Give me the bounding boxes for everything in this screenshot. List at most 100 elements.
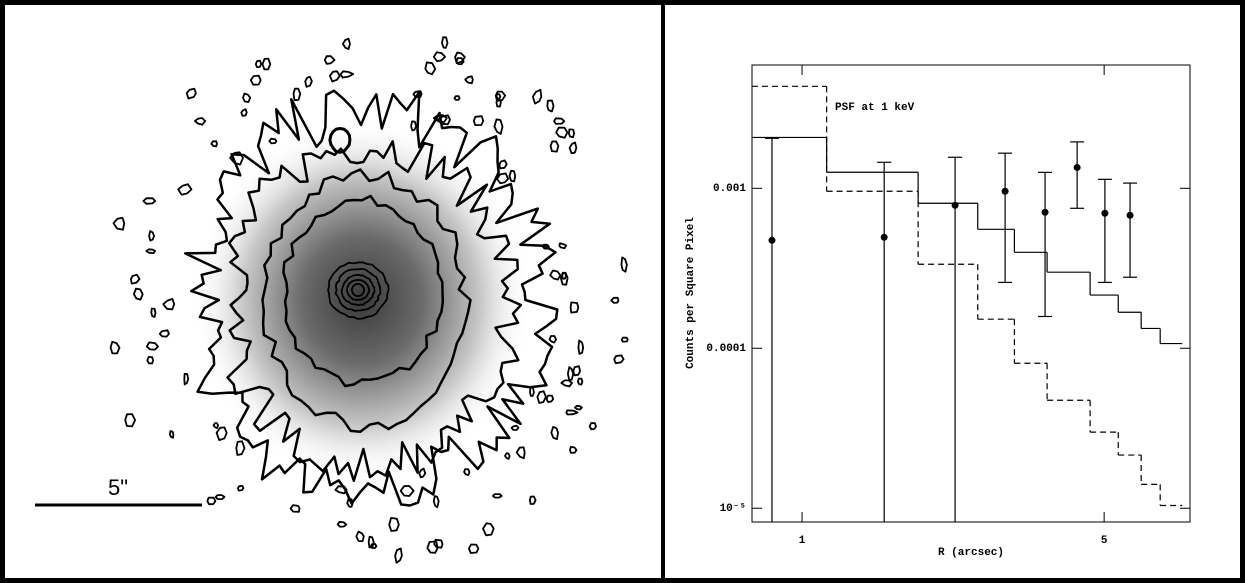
contour bbox=[148, 230, 155, 242]
contour bbox=[304, 75, 313, 88]
contour bbox=[150, 307, 157, 318]
contour bbox=[226, 140, 523, 483]
contour bbox=[464, 75, 474, 85]
contour bbox=[482, 522, 495, 537]
contour bbox=[555, 126, 569, 139]
contour bbox=[574, 404, 583, 411]
contour bbox=[254, 59, 263, 69]
image-panel: 5" bbox=[35, 36, 629, 564]
contour bbox=[215, 426, 228, 441]
contour bbox=[588, 422, 597, 431]
contour bbox=[158, 329, 170, 338]
contour bbox=[146, 356, 154, 365]
data-point bbox=[1041, 208, 1049, 216]
contour bbox=[323, 55, 336, 65]
y-tick-label: 0.0001 bbox=[706, 343, 746, 355]
contour bbox=[504, 452, 511, 460]
contour bbox=[327, 261, 390, 320]
contour bbox=[610, 296, 620, 304]
contour bbox=[329, 70, 341, 83]
plot-frame bbox=[751, 64, 1191, 523]
contour bbox=[549, 269, 562, 281]
contour bbox=[548, 335, 557, 344]
contour bbox=[620, 256, 628, 273]
contour bbox=[184, 89, 559, 507]
contour bbox=[183, 372, 190, 386]
contour bbox=[240, 108, 248, 117]
contour bbox=[235, 440, 246, 456]
contour bbox=[355, 530, 365, 543]
contour bbox=[546, 99, 555, 113]
contour bbox=[498, 159, 508, 170]
data-point bbox=[880, 233, 888, 241]
contour bbox=[558, 242, 568, 250]
y-axis-label: Counts per Square Pixel bbox=[685, 217, 697, 369]
contour bbox=[568, 141, 578, 155]
contour bbox=[350, 283, 365, 297]
contour bbox=[177, 183, 193, 196]
contour bbox=[577, 377, 584, 386]
contour bbox=[541, 243, 550, 250]
y-tick-label: 10⁻⁵ bbox=[720, 503, 746, 515]
contour bbox=[194, 117, 207, 126]
contour bbox=[410, 120, 418, 132]
contour bbox=[550, 426, 559, 440]
contour bbox=[432, 114, 448, 123]
contour bbox=[418, 467, 427, 479]
contour bbox=[214, 494, 226, 500]
contour bbox=[334, 485, 348, 495]
contour bbox=[496, 172, 510, 185]
contour bbox=[441, 36, 449, 49]
annotation: PSF at 1 keV bbox=[835, 102, 915, 114]
x-tick-label: 1 bbox=[799, 535, 806, 547]
contour bbox=[109, 340, 121, 355]
contour bbox=[328, 127, 352, 154]
contour bbox=[424, 61, 437, 76]
x-axis-label: R (arcsec) bbox=[938, 547, 1004, 559]
contour bbox=[567, 366, 575, 382]
contour bbox=[569, 446, 578, 454]
contour bbox=[242, 92, 252, 103]
contour bbox=[559, 271, 569, 286]
contour bbox=[133, 287, 144, 301]
contour bbox=[565, 409, 579, 416]
contour bbox=[185, 87, 197, 100]
contour bbox=[394, 547, 403, 564]
contour bbox=[454, 51, 466, 64]
contour bbox=[620, 336, 629, 343]
contour bbox=[124, 413, 136, 428]
contour bbox=[342, 37, 351, 50]
contour bbox=[549, 140, 560, 153]
contour bbox=[237, 485, 245, 492]
data-point bbox=[1001, 187, 1009, 195]
contour bbox=[145, 341, 159, 351]
contour bbox=[412, 90, 423, 98]
contour bbox=[367, 535, 375, 549]
contour bbox=[468, 543, 480, 554]
contour bbox=[162, 298, 176, 311]
contour bbox=[515, 446, 526, 460]
data-point bbox=[1126, 211, 1134, 219]
contour bbox=[112, 216, 126, 231]
contour bbox=[545, 394, 555, 403]
contour bbox=[560, 379, 573, 388]
contour bbox=[261, 57, 272, 71]
contour bbox=[168, 430, 175, 439]
data-point bbox=[1073, 163, 1081, 171]
contour bbox=[426, 540, 439, 554]
contour bbox=[212, 422, 219, 429]
contour bbox=[339, 70, 355, 79]
contour bbox=[399, 485, 415, 497]
contour bbox=[130, 273, 141, 285]
contour bbox=[346, 497, 354, 508]
contour bbox=[508, 169, 517, 183]
contour bbox=[210, 140, 218, 148]
contour bbox=[613, 354, 625, 365]
contour bbox=[569, 301, 580, 314]
contour bbox=[142, 197, 157, 205]
data-point bbox=[768, 236, 776, 244]
contour bbox=[529, 386, 535, 397]
contour bbox=[206, 496, 217, 506]
data-point bbox=[951, 201, 959, 209]
